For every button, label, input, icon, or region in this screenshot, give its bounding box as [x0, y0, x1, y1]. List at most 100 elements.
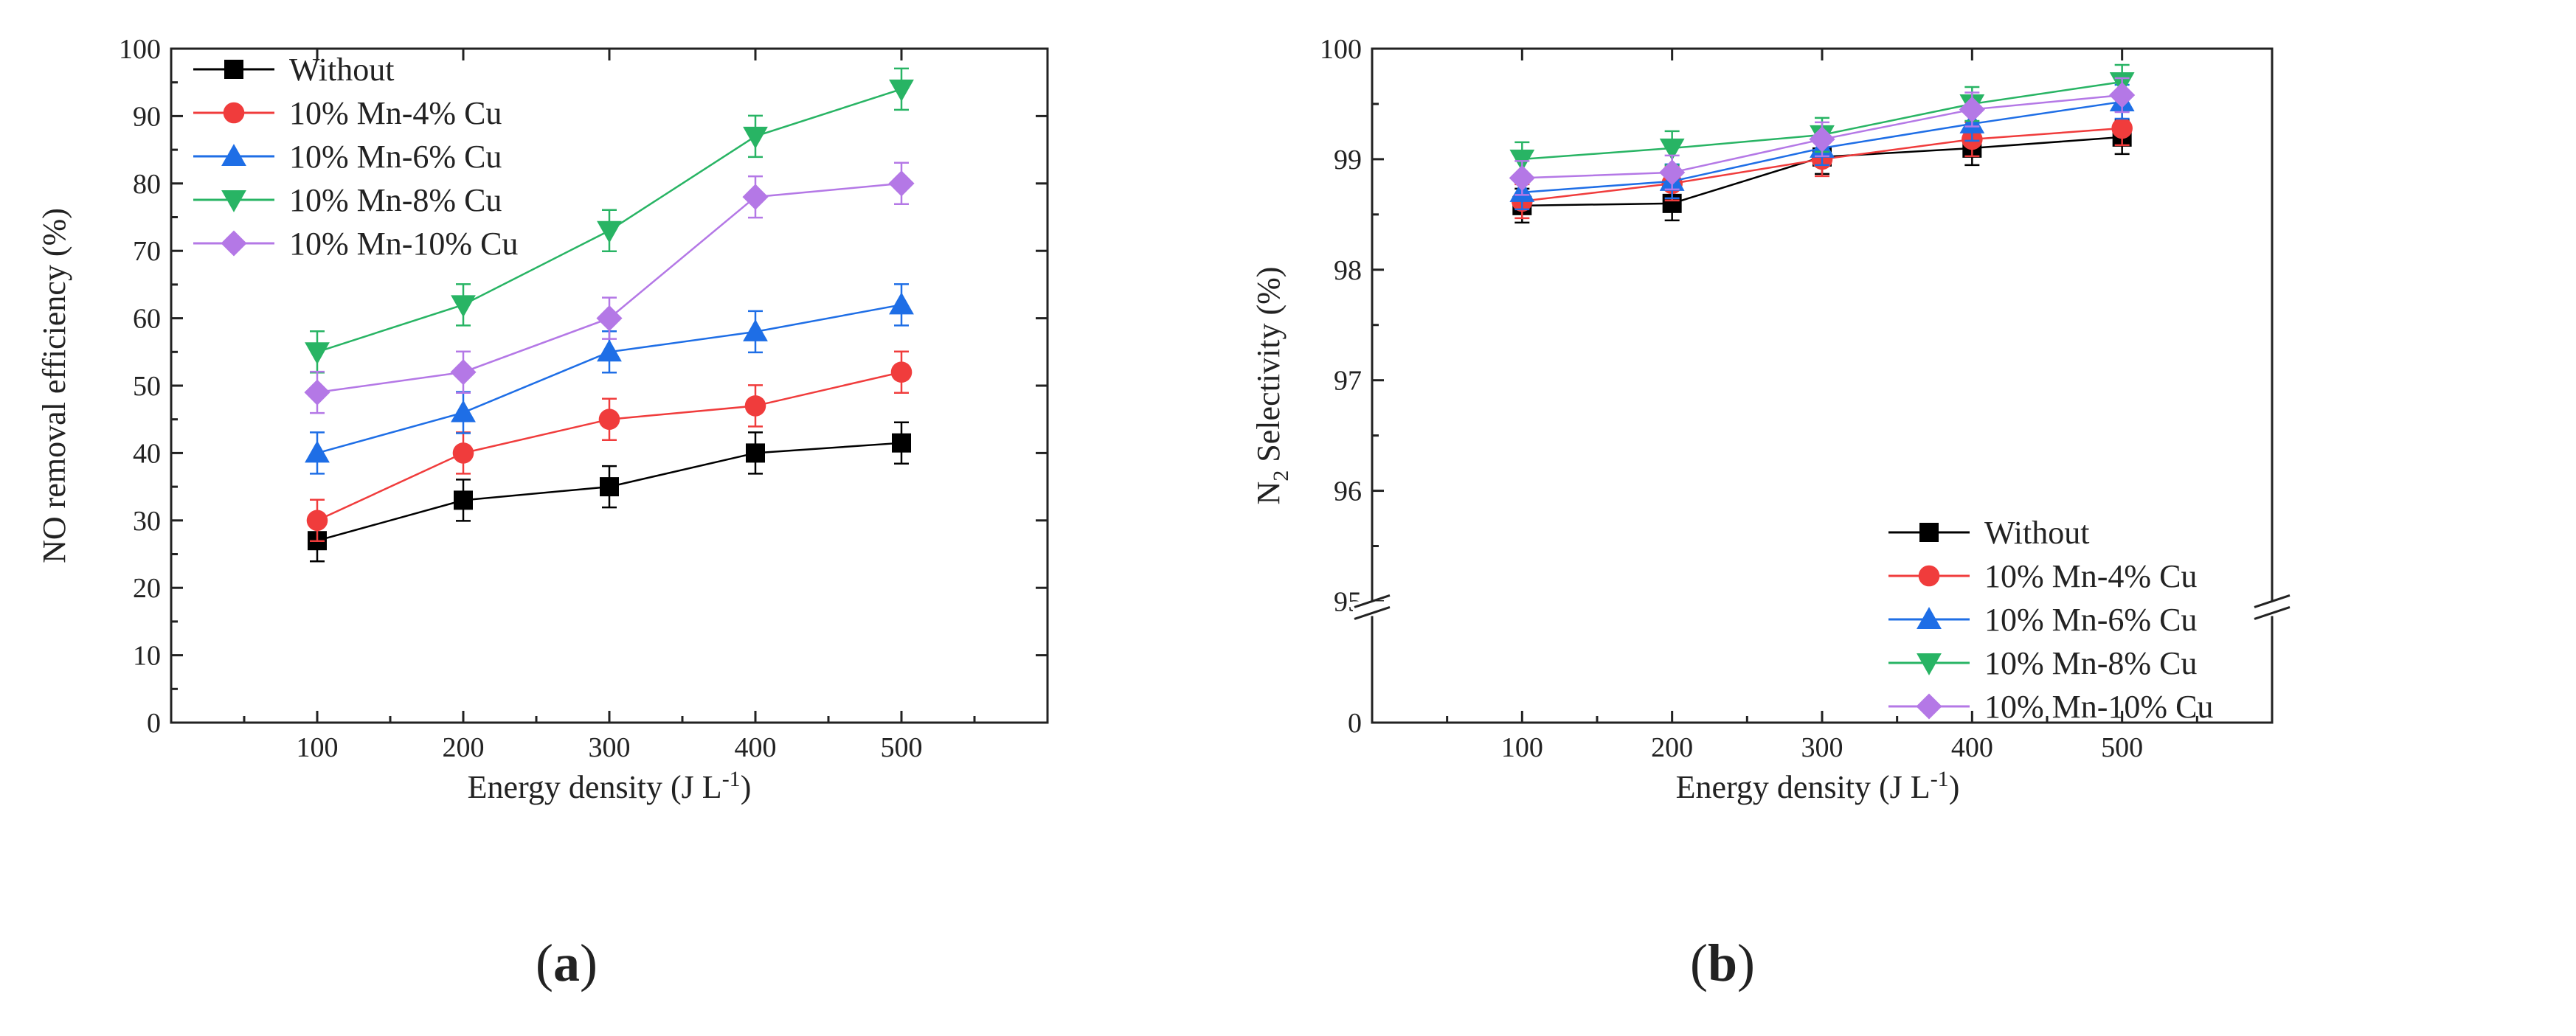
data-point — [1959, 96, 1985, 122]
data-point — [450, 359, 477, 386]
x-tick-label: 100 — [1501, 732, 1543, 763]
data-point — [600, 477, 619, 497]
x-axis-title-a-end: ) — [741, 769, 752, 805]
data-point — [742, 184, 769, 210]
data-point — [888, 170, 915, 197]
panel-label-b-letter: b — [1708, 934, 1737, 992]
legend-marker — [1917, 653, 1942, 675]
y-axis-title-b-pre: N — [1250, 482, 1287, 505]
legend-label: 10% Mn-6% Cu — [289, 139, 502, 175]
legend-label: 10% Mn-10% Cu — [289, 226, 518, 262]
legend-marker — [223, 102, 245, 124]
y-tick-label: 60 — [133, 304, 161, 335]
y-tick-label: 10 — [133, 641, 161, 672]
series-10-mn-4-cu — [306, 350, 913, 543]
data-point — [304, 379, 330, 406]
data-point — [1509, 164, 1535, 191]
legend-label: 10% Mn-8% Cu — [289, 182, 502, 218]
x-axis-title-b-sup: -1 — [1931, 767, 1949, 791]
legend-label: 10% Mn-10% Cu — [1984, 689, 2213, 725]
data-point — [744, 395, 766, 417]
y-tick-label: 80 — [133, 169, 161, 200]
data-point — [454, 490, 473, 510]
legend-marker — [1916, 693, 1942, 720]
data-point — [1809, 126, 1835, 153]
series-group-a — [304, 67, 915, 563]
y-tick-label: 97 — [1334, 366, 1362, 397]
data-point — [597, 339, 622, 362]
data-point — [889, 292, 914, 315]
axis-break-mark — [2254, 606, 2291, 620]
data-point — [451, 400, 476, 423]
legend-label: 10% Mn-8% Cu — [1984, 645, 2197, 681]
y-tick-label: 99 — [1334, 145, 1362, 175]
data-point — [890, 361, 913, 383]
legend-label: Without — [1984, 515, 2089, 551]
data-point — [306, 510, 328, 532]
y-tick-label: 96 — [1334, 476, 1362, 507]
panel-a: 100 200 300 400 500 0 10 20 30 40 50 60 70 80 90 100 Wi… — [36, 34, 1049, 992]
data-point — [305, 440, 330, 463]
legend-marker — [1917, 607, 1942, 629]
y-axis-title-b-post: Selectivity (%) — [1250, 267, 1287, 470]
series-10-mn-10-cu — [1509, 77, 2136, 196]
legend-marker — [1919, 523, 1939, 542]
legend-label: 10% Mn-4% Cu — [289, 95, 502, 131]
x-tick-label: 400 — [1951, 732, 1993, 763]
legend-marker — [221, 144, 246, 166]
data-point — [597, 220, 622, 243]
x-axis-title-a-sup: -1 — [722, 767, 741, 791]
x-axis-title-b-end: ) — [1949, 769, 1960, 805]
series-without — [308, 421, 911, 563]
y-tick-label: 30 — [133, 506, 161, 537]
legend-marker — [221, 190, 246, 212]
data-point — [452, 442, 474, 464]
panel-label-a: (a) — [536, 934, 598, 992]
axis-break-mark — [2254, 594, 2291, 608]
x-axis-title-a: Energy density (J L-1) — [468, 767, 752, 805]
x-tick-label: 500 — [881, 732, 923, 763]
series-10-mn-6-cu — [305, 283, 914, 475]
x-tick-label: 500 — [2101, 732, 2143, 763]
y-tick-label: 0 — [147, 708, 161, 739]
legend-a: Without 10% Mn-4% Cu 10% Mn-6% Cu 10% Mn-8%… — [193, 52, 518, 262]
x-tick-label: 300 — [589, 732, 631, 763]
y-tick-label: 50 — [133, 371, 161, 402]
data-point — [892, 433, 911, 453]
y-tick-label: 100 — [119, 34, 161, 65]
data-point — [889, 79, 914, 102]
legend-label: Without — [289, 52, 394, 88]
y-axis-title-b: N2 Selectivity (%) — [1250, 267, 1293, 505]
y-tick-label: 98 — [1334, 255, 1362, 286]
y-tick-label: 90 — [133, 101, 161, 132]
legend-marker — [1918, 565, 1940, 587]
axis-break-mark — [1354, 594, 1391, 608]
x-tick-label: 400 — [735, 732, 777, 763]
series-group-b — [1509, 63, 2136, 224]
x-tick-label: 100 — [297, 732, 339, 763]
x-axis-title-b: Energy density (J L-1) — [1676, 767, 1960, 805]
data-point — [596, 305, 623, 332]
legend-label: 10% Mn-6% Cu — [1984, 602, 2197, 638]
axis-break-mark — [1354, 606, 1391, 620]
data-point — [598, 409, 620, 430]
legend-label: 10% Mn-4% Cu — [1984, 558, 2197, 594]
data-point — [743, 126, 768, 149]
data-point — [746, 443, 765, 463]
data-point — [2109, 82, 2136, 108]
ticks-a: 100 200 300 400 500 0 10 20 30 40 50 60 70 80 90 100 — [119, 34, 1048, 763]
y-tick-label: 0 — [1348, 708, 1362, 739]
series-10-mn-10-cu — [304, 161, 915, 414]
axis-break-b — [1353, 594, 2291, 620]
y-tick-label: 70 — [133, 236, 161, 267]
series-10-mn-8-cu — [305, 67, 914, 374]
y-tick-label: 40 — [133, 438, 161, 469]
legend-marker — [224, 60, 243, 79]
legend-marker — [221, 230, 247, 257]
data-point — [743, 319, 768, 341]
legend-b: Without 10% Mn-4% Cu 10% Mn-6% Cu 10% Mn-8%… — [1888, 515, 2213, 725]
panel-label-a-letter: a — [553, 934, 580, 992]
y-tick-label: 100 — [1320, 34, 1362, 65]
